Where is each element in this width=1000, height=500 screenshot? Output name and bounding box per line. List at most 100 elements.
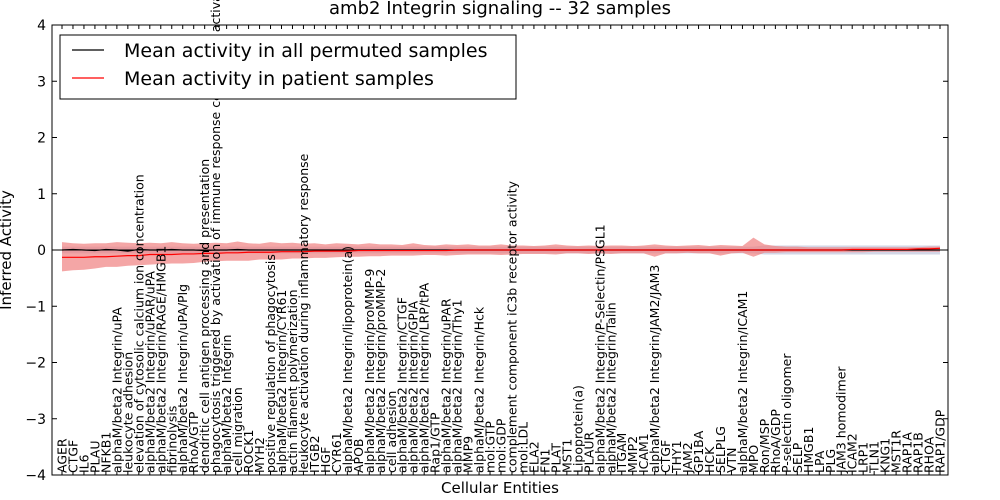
y-tick-label: 3 [37,74,46,90]
y-tick-label: 2 [37,131,46,147]
x-tick-label: mol:LDL [515,422,530,473]
x-tick-label: RHOA [922,436,937,473]
x-tick-label: VTN [724,447,739,473]
y-tick-label: −4 [25,468,46,484]
x-tick-label: FN1 [537,449,552,474]
x-tick-label: alphaM/beta2 Integrin/proMMP-9 [362,269,377,473]
x-tick-label: IL6 [76,454,91,473]
x-tick-label: LRP1 [856,442,871,473]
x-tick-label: alphaM/beta2 Integrin/CYR61 [274,290,289,473]
x-tick-label: alphaM/beta2 Integrin/RAGE/HMGB1 [153,246,168,473]
x-tick-label: elevation of cytosolic calcium ion conce… [131,174,146,473]
x-tick-label: PLAUR [581,432,596,473]
y-tick-label: 1 [37,187,46,203]
x-tick-label: THY1 [669,440,684,474]
x-tick-label: ICAM2 [845,433,860,473]
x-tick-label: HCK [702,446,717,473]
y-tick-label: −1 [25,299,46,315]
x-tick-label: RAP1/GDP [933,409,948,473]
y-tick-label: 4 [37,18,46,34]
x-tick-label: JAM3 homodimer [834,366,849,474]
x-tick-label: ROCK1 [241,430,256,473]
x-tick-label: SELPLG [713,426,728,473]
x-tick-label: cell adhesion [384,391,399,473]
x-tick-label: ICAM1 [636,433,651,473]
x-tick-label: alphaM/beta2 Integrin/ICAM1 [735,291,750,473]
legend-label: Mean activity in all permuted samples [124,40,487,62]
x-tick-label: MPO [746,445,761,473]
x-tick-label: alphaM/beta2 Integrin/JAM2/JAM3 [647,265,662,473]
x-tick-label: JAM2 [680,442,695,474]
x-tick-label: alphaM/beta2 Integrin/GPIA [406,300,421,473]
y-tick-label: 0 [37,243,46,259]
x-tick-label: alphaM/beta2 Integrin/P-Selectin/PSGL1 [592,224,607,473]
x-tick-label: LPA [812,450,827,473]
legend-label: Mean activity in patient samples [124,68,434,90]
x-tick-label: fibrinolysis [164,406,179,473]
y-tick-label: −3 [25,412,46,428]
x-tick-label: TLN1 [867,441,882,474]
x-tick-label: MYH2 [252,437,267,473]
patient-band [62,237,940,272]
x-tick-label: alphaM/beta2 Integrin [219,335,234,473]
x-tick-label: alphaM/beta2 Integrin/uPAR/uPA [142,271,157,473]
x-tick-label: Ron/MSP [757,418,772,473]
x-tick-label: HGF [318,447,333,473]
x-tick-label: MMP9 [461,436,476,473]
x-tick-label: PLAU [87,441,102,474]
x-tick-label: leukocyte adhesion [120,352,135,473]
x-tick-label: RAP1B [911,432,926,473]
x-tick-label: mol:GDP [494,418,509,473]
x-tick-label: alphaM/beta2 Integrin/Thy1 [450,299,465,473]
x-tick-label: KNG1 [878,438,893,473]
x-tick-label: actin filament polymerization [285,289,300,473]
chart-title: amb2 Integrin signaling -- 32 samples [329,0,671,19]
x-axis-title: Cellular Entities [441,479,559,497]
x-tick-label: CYR61 [329,432,344,473]
x-tick-label: ITGAM [614,433,629,473]
x-tick-label: ELA2 [526,441,541,473]
x-tick-label: ITGB2 [307,435,322,473]
x-tick-label: HMGB1 [801,427,816,473]
x-tick-label: PLAT [548,443,563,473]
x-tick-label: MST1 [559,439,574,473]
x-tick-label: RhoA/GDP [768,409,783,473]
x-tick-label: positive regulation of phagocytosis [263,254,278,473]
patient-mean-line [62,247,941,258]
x-tick-label: alphaM/beta2 Integrin/Talin [603,302,618,473]
plot-area: −4−3−2−101234AGERCTGFIL6PLAUNFKB1alphaM/… [25,0,949,484]
x-tick-label: P-selectin oligomer [779,353,794,473]
x-tick-label: mol:GTP [483,421,498,473]
legend-box [59,34,517,100]
x-tick-label: complement component iC3b receptor activ… [504,180,519,473]
x-tick-label: NFKB1 [98,432,113,473]
x-tick-label: leukocyte activation during inflammatory… [296,153,311,473]
x-tick-label: cell migration [230,387,245,473]
x-tick-label: PLG [823,449,838,473]
x-tick-label: dendritic cell antigen processing and pr… [197,159,212,473]
y-tick-label: −2 [25,356,46,372]
x-tick-label: RAP1A [900,432,915,473]
x-tick-label: Rap1/GTP [428,412,443,473]
x-tick-label: Lipoprotein(a) [570,385,585,473]
x-tick-label: alphaM/beta2 Integrin/proMMP-2 [373,269,388,473]
x-tick-label: alphaM/beta2 Integrin/Hck [472,306,487,473]
y-axis-title: Inferred Activity [0,190,15,310]
legend: Mean activity in all permuted samples Mea… [59,34,517,100]
x-tick-label: alphaM/beta2 Integrin/uPA/Plg [175,284,190,473]
x-tick-label: AGER [55,438,70,473]
x-tick-label: APOB [351,438,366,473]
x-tick-label: alphaM/beta2 Integrin/LRP/tPA [417,282,432,473]
x-tick-label: SELP [790,442,805,473]
x-tick-label: GP1BA [691,430,706,473]
x-tick-label: CTGF [65,440,80,473]
x-tick-label: MST1R [889,430,904,473]
x-tick-label: alphaM/beta2 Integrin/lipoprotein(a) [340,246,355,473]
x-tick-label: alphaM/beta2 Integrin/uPA [109,307,124,473]
x-tick-label: MMP2 [625,436,640,473]
x-tick-label: phagocytosis triggered by activation of … [208,0,223,473]
x-tick-label: CTGF [658,440,673,473]
x-tick-label: alphaM/beta2 Integrin/CTGF [395,297,410,473]
x-tick-label: alphaM/beta2 Integrin/uPAR [439,298,454,473]
